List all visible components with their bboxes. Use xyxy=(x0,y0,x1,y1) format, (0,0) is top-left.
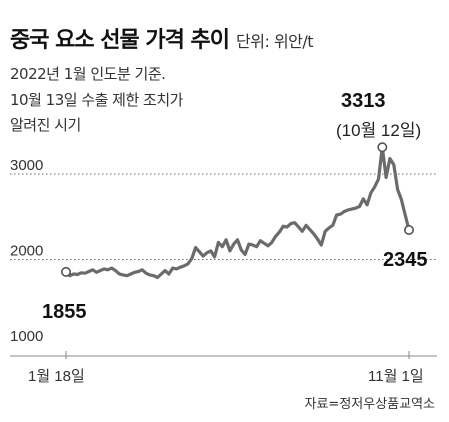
x-tick-label: 1월 18일 xyxy=(28,368,85,385)
source-note: 자료=정저우상품교역소 xyxy=(304,397,436,412)
price-line xyxy=(64,145,411,280)
end-value-label: 2345 xyxy=(383,249,428,271)
note-line-3: 알려진 시기 xyxy=(10,116,81,134)
title-row: 중국 요소 선물 가격 추이 단위: 위안/t xyxy=(10,22,314,54)
y-tick-label: 2000 xyxy=(10,243,43,260)
peak-date-label: (10월 12일) xyxy=(336,121,422,140)
y-tick-label: 3000 xyxy=(10,157,43,174)
x-tick-label: 11월 1일 xyxy=(368,368,424,385)
note-line-1: 2022년 1월 인도분 기준. xyxy=(10,65,166,83)
peak-value-label: 3313 xyxy=(341,90,386,112)
peak-point-marker xyxy=(377,142,388,153)
unit-label: 단위: 위안/t xyxy=(236,32,314,51)
end-point-marker xyxy=(403,225,414,236)
start-point-marker xyxy=(60,266,71,277)
note-line-2: 10월 13일 수출 제한 조치가 xyxy=(10,91,183,109)
start-value-label: 1855 xyxy=(42,301,87,323)
chart-title: 중국 요소 선물 가격 추이 xyxy=(10,28,230,53)
y-tick-label: 1000 xyxy=(10,328,43,345)
